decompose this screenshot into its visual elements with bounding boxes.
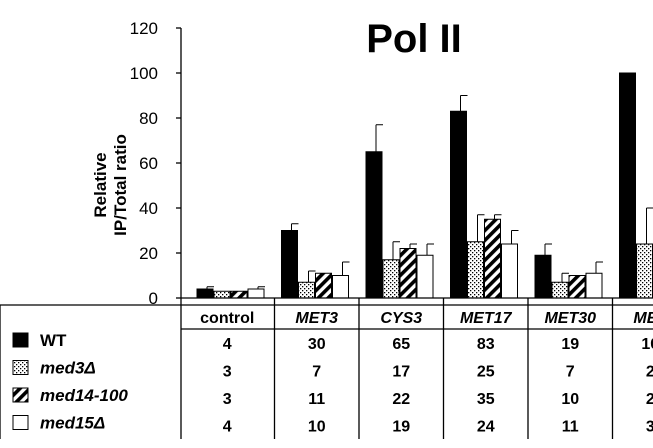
bar xyxy=(247,288,265,299)
bar xyxy=(501,243,518,299)
bar xyxy=(551,281,569,299)
bar xyxy=(416,254,434,299)
y-tick-label: 120 xyxy=(130,19,158,38)
bar-groups xyxy=(196,72,653,299)
bar xyxy=(196,288,214,299)
category-label-met17: MET17 xyxy=(460,310,513,327)
table-row: WT 4 30 65 83 19 100 xyxy=(12,331,653,353)
chart-title: Pol II xyxy=(366,17,462,61)
category-label-met3: MET3 xyxy=(295,310,338,327)
table-cell: 4 xyxy=(223,336,232,353)
bar xyxy=(450,110,467,299)
bar-group-met17 xyxy=(450,95,519,299)
bar xyxy=(636,243,653,299)
legend-swatch xyxy=(12,332,29,348)
table-cell: 24 xyxy=(477,419,495,436)
table-cell: 22 xyxy=(392,391,410,408)
y-tick-label: 100 xyxy=(130,64,158,83)
bar xyxy=(332,275,349,299)
bar xyxy=(619,72,636,299)
legend-label: med15Δ xyxy=(40,414,105,433)
bar xyxy=(213,290,231,299)
table-cell: 19 xyxy=(561,336,579,353)
table-cell: 35 xyxy=(477,391,495,408)
table-cell: 11 xyxy=(308,391,325,408)
data-table: control MET3 CYS3 MET17 MET30 MET2 WT 4 30 65 83 19… xyxy=(0,297,653,439)
table-cell: 7 xyxy=(312,364,321,381)
table-cell: 17 xyxy=(392,364,410,381)
bar-group-met2 xyxy=(619,72,653,299)
category-label-met2: MET2 xyxy=(633,310,653,327)
table-cell: 30 xyxy=(646,419,653,436)
category-label-met30: MET30 xyxy=(544,310,596,327)
bar xyxy=(467,241,484,299)
table-cell: 7 xyxy=(566,364,575,381)
bar xyxy=(585,272,603,299)
table-cell: 3 xyxy=(223,391,232,408)
table-cell: 3 xyxy=(223,364,232,381)
table-cell: 19 xyxy=(392,419,410,436)
table-cell: 10 xyxy=(308,419,326,436)
table-cell: 11 xyxy=(562,419,579,436)
table-row: med14-100 3 11 22 35 10 28 xyxy=(12,386,653,408)
table-row: med3Δ 3 7 17 25 7 24 xyxy=(12,359,653,381)
y-tick-label: 80 xyxy=(139,109,158,128)
y-tick-label: 60 xyxy=(139,154,158,173)
bar xyxy=(399,248,417,299)
y-tick-label: 40 xyxy=(139,199,158,218)
table-cell: 30 xyxy=(308,336,326,353)
bar xyxy=(484,218,501,299)
bar-group-met30 xyxy=(534,243,603,299)
bar xyxy=(298,281,315,299)
table-cell: 83 xyxy=(477,336,495,353)
table-row: med15Δ 4 10 19 24 11 30 xyxy=(12,414,653,436)
table-cell: 10 xyxy=(561,391,579,408)
bar-group-met3 xyxy=(281,223,350,299)
y-axis: 0 20 40 60 80 100 120 xyxy=(130,19,182,308)
bar xyxy=(382,259,400,299)
y-tick-label: 20 xyxy=(139,244,158,263)
legend-label: med3Δ xyxy=(40,359,96,378)
y-axis-label: Relative IP/Total ratio xyxy=(91,134,130,236)
y-tick-label: 0 xyxy=(149,289,158,308)
bar xyxy=(365,151,383,299)
table-cell: 24 xyxy=(646,364,653,381)
bar xyxy=(568,275,586,299)
legend-label: med14-100 xyxy=(40,386,128,405)
bar xyxy=(230,290,248,299)
bar-group-control xyxy=(196,286,265,299)
table-cell: 65 xyxy=(392,336,410,353)
category-label-control: control xyxy=(200,310,254,327)
table-cell: 25 xyxy=(477,364,495,381)
table-cell: 28 xyxy=(646,391,653,408)
y-axis-label-line-2: IP/Total ratio xyxy=(111,134,130,236)
table-cell: 100 xyxy=(641,336,653,353)
legend-swatch xyxy=(12,360,29,375)
bar-group-cys3 xyxy=(365,124,434,299)
category-label-cys3: CYS3 xyxy=(380,310,422,327)
y-axis-label-line-1: Relative xyxy=(91,152,110,217)
table-cell: 4 xyxy=(223,419,232,436)
bar xyxy=(281,230,298,299)
legend-label: WT xyxy=(40,331,67,350)
bar xyxy=(534,254,552,299)
legend-swatch xyxy=(12,387,29,403)
bar xyxy=(315,272,332,299)
legend-swatch xyxy=(12,415,29,430)
